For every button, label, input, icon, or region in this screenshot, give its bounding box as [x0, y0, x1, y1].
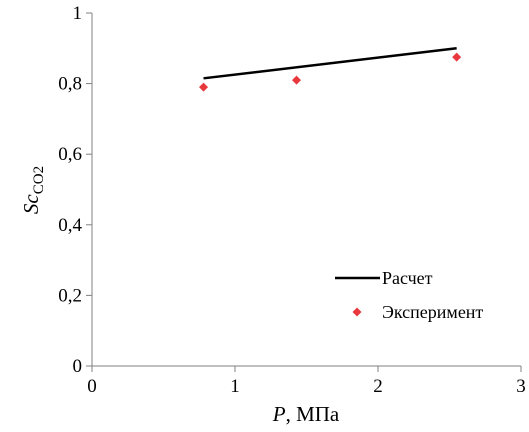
- series-layer: [199, 47, 462, 92]
- y-tick-label: 0: [73, 356, 83, 377]
- calc-line: [203, 47, 457, 80]
- x-tick-label: 0: [87, 376, 97, 397]
- x-axis-title: P, МПа: [272, 402, 340, 426]
- y-tick-label: 0,6: [58, 144, 82, 165]
- axes: [91, 13, 521, 367]
- y-axis-title: ScCO2: [19, 166, 47, 214]
- x-axis-unit: , МПа: [286, 402, 340, 426]
- x-tick-label: 2: [373, 376, 383, 397]
- legend-line-label: Расчет: [382, 268, 433, 288]
- x-tick-label: 3: [516, 376, 526, 397]
- y-tick-label: 0,4: [58, 215, 82, 236]
- x-axis-variable: P: [272, 402, 286, 426]
- legend: Расчет Эксперимент: [335, 268, 483, 322]
- y-tick-label: 0,8: [58, 74, 82, 95]
- x-ticks: 0 1 2 3: [87, 366, 526, 397]
- y-axis-variable: Sc: [19, 194, 43, 215]
- y-axis-subscript: CO2: [31, 166, 47, 194]
- y-ticks: 0 0,2 0,4 0,6 0,8 1: [58, 3, 92, 377]
- experiment-point: [199, 82, 209, 92]
- experiment-point: [291, 75, 301, 85]
- x-tick-label: 1: [230, 376, 240, 397]
- legend-marker-label: Эксперимент: [382, 302, 483, 322]
- y-tick-label: 0,2: [58, 285, 82, 306]
- experiment-point: [452, 52, 462, 62]
- legend-marker-swatch: [352, 307, 362, 317]
- y-tick-label: 1: [73, 3, 83, 24]
